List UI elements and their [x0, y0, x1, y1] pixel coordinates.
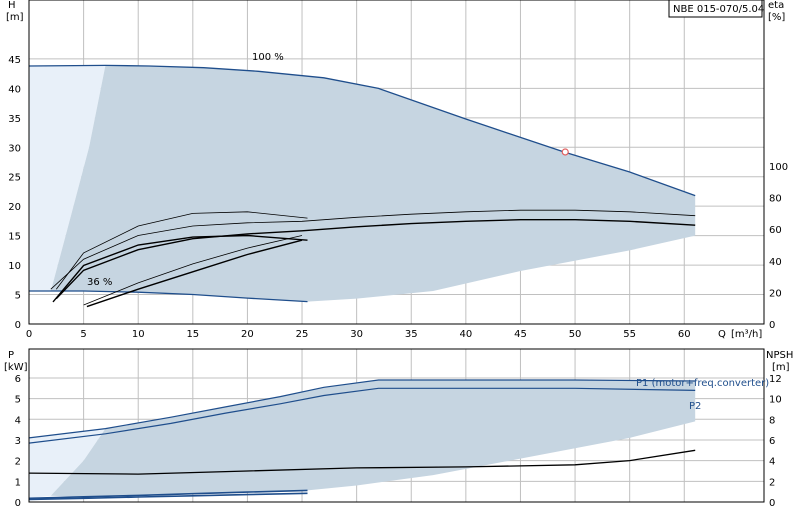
curve-p1 — [28, 379, 696, 439]
flow-tick-label: 45 — [514, 329, 527, 340]
power-tick-label: 3 — [15, 436, 21, 447]
curve-h-min — [29, 290, 308, 303]
head-tick-label: 25 — [8, 173, 21, 184]
npsh-tick-label: 6 — [769, 436, 775, 447]
npsh-tick-label: 0 — [769, 498, 775, 509]
head-tick-label: 15 — [8, 232, 21, 243]
head-tick-label: 30 — [8, 143, 21, 154]
p2-series-label: P2 — [689, 401, 701, 412]
bottom-frame — [28, 348, 765, 503]
flow-axis-unit: [m³/h] — [731, 329, 762, 340]
eta-tick-label: 40 — [769, 257, 782, 268]
top-curves — [28, 64, 696, 308]
power-range-region — [50, 380, 696, 497]
power-tick-label: 4 — [15, 415, 21, 426]
npsh-axis-ticks: 0 2 4 6 8 10 12 — [769, 374, 782, 509]
curve-h-max — [28, 64, 696, 197]
curve-p2 — [28, 387, 696, 444]
flow-tick-label: 20 — [241, 329, 254, 340]
flow-tick-label: 35 — [405, 329, 418, 340]
curve-eta-low-inner — [52, 234, 308, 303]
curve-p2-min — [28, 492, 308, 501]
range-light-region — [29, 65, 106, 292]
flow-axis-name: Q — [718, 329, 726, 340]
flow-tick-label: 50 — [569, 329, 582, 340]
power-tick-label: 2 — [15, 457, 21, 468]
head-efficiency-chart: 0 5 10 15 20 25 30 35 40 45 0 20 40 60 80 100 0 5 10 15 20… — [6, 0, 788, 340]
flow-tick-label: 30 — [350, 329, 363, 340]
operating-range-region — [50, 65, 696, 302]
model-label: NBE 015-070/5.04 — [673, 4, 764, 15]
curve-npsh — [28, 449, 696, 475]
curve-p1-min — [28, 489, 308, 500]
curve-eta-diag-b — [86, 239, 303, 308]
flow-tick-label: 5 — [80, 329, 86, 340]
eta-tick-label: 0 — [769, 320, 775, 331]
power-tick-label: 0 — [15, 498, 21, 509]
eta-tick-label: 60 — [769, 225, 782, 236]
head-tick-label: 35 — [8, 114, 21, 125]
npsh-tick-label: 10 — [769, 395, 782, 406]
eta-axis-ticks: 0 20 40 60 80 100 — [769, 162, 788, 331]
eta-tick-label: 100 — [769, 162, 788, 173]
power-tick-label: 6 — [15, 374, 21, 385]
npsh-tick-label: 2 — [769, 477, 775, 488]
speed-label-min: 36 % — [87, 277, 112, 288]
eta-axis-name: eta — [768, 0, 784, 11]
speed-label-max: 100 % — [252, 52, 284, 63]
head-tick-label: 10 — [8, 261, 21, 272]
power-light-region — [29, 428, 106, 499]
eta-axis-unit: [%] — [768, 12, 785, 23]
npsh-tick-label: 12 — [769, 374, 782, 385]
head-axis-name: H — [8, 0, 16, 11]
npsh-axis-unit: [m] — [772, 362, 790, 373]
npsh-tick-label: 8 — [769, 415, 775, 426]
head-axis-ticks: 0 5 10 15 20 25 30 35 40 45 — [8, 55, 21, 331]
curve-eta-outer — [50, 209, 696, 290]
flow-tick-label: 10 — [132, 329, 145, 340]
eta-tick-label: 20 — [769, 288, 782, 299]
flow-tick-label: 15 — [186, 329, 199, 340]
power-axis-name: P — [8, 350, 14, 361]
curve-eta-diag-a — [83, 235, 303, 306]
curve-eta-inner — [55, 218, 696, 300]
power-tick-label: 1 — [15, 477, 21, 488]
top-frame — [28, 0, 765, 325]
operating-point-marker — [561, 148, 569, 156]
head-tick-label: 0 — [15, 320, 21, 331]
flow-axis-ticks: 0 5 10 15 20 25 30 35 40 45 50 55 60 — [26, 329, 691, 340]
head-axis-unit: [m] — [6, 12, 24, 23]
flow-tick-label: 40 — [459, 329, 472, 340]
head-tick-label: 45 — [8, 55, 21, 66]
power-tick-label: 5 — [15, 395, 21, 406]
flow-tick-label: 55 — [623, 329, 636, 340]
flow-tick-label: 60 — [678, 329, 691, 340]
flow-tick-label: 0 — [26, 329, 32, 340]
npsh-axis-name: NPSH — [766, 350, 793, 361]
eta-tick-label: 80 — [769, 194, 782, 205]
head-tick-label: 20 — [8, 202, 21, 213]
p1-series-label: P1 (motor+freq.converter) — [636, 378, 769, 389]
head-tick-label: 5 — [15, 291, 21, 302]
model-label-box — [668, 0, 763, 18]
npsh-tick-label: 4 — [769, 457, 775, 468]
power-axis-ticks: 0 1 2 3 4 5 6 — [15, 374, 21, 509]
head-tick-label: 40 — [8, 84, 21, 95]
bottom-curves — [28, 379, 696, 501]
flow-tick-label: 25 — [296, 329, 309, 340]
power-axis-unit: [kW] — [4, 362, 28, 373]
curve-eta-low-outer — [55, 211, 308, 290]
